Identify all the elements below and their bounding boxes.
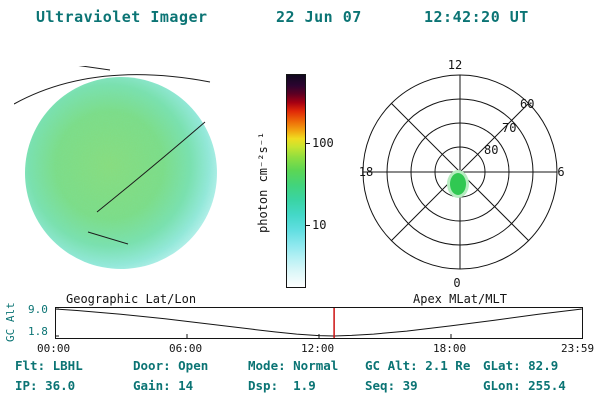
ytick-min: 1.8 (28, 325, 48, 338)
uvi-disk-image (14, 66, 217, 269)
gc-alt-strip-chart (55, 307, 583, 339)
apex-polar-plot: 12 18 6 0 60 70 80 (359, 58, 565, 290)
xtick-0000: 00:00 (37, 342, 71, 355)
status-glon: GLon: 255.4 (483, 378, 566, 393)
mlt-label-0: 0 (453, 276, 460, 290)
status-gain: Gain: 14 (133, 378, 194, 393)
status-glat: GLat: 82.9 (483, 358, 559, 373)
xtick-2359: 23:59 (561, 342, 595, 355)
xtick-1200: 12:00 (301, 342, 335, 355)
status-seq: Seq: 39 (365, 378, 418, 393)
mlat-label-80: 80 (484, 143, 498, 157)
colorbar-tick-100 (305, 143, 310, 144)
mlt-label-12: 12 (448, 58, 462, 72)
strip-frame (55, 307, 583, 339)
xtick-0600: 06:00 (169, 342, 203, 355)
gc-alt-axis-label: GC Alt (4, 302, 17, 342)
grid-line-bottom (87, 231, 129, 245)
status-door: Door: Open (133, 358, 209, 373)
colorbar-tick-label-100: 100 (312, 136, 334, 150)
colorbar-tick-label-10: 10 (312, 218, 327, 232)
colorbar-units-label: photon cm⁻²s⁻¹ (256, 131, 270, 234)
colorbar-tick-10 (305, 225, 310, 226)
status-ip: IP: 36.0 (15, 378, 76, 393)
app-title: Ultraviolet Imager (36, 8, 208, 26)
geographic-grid-lines (14, 66, 211, 245)
mlat-label-60: 60 (520, 97, 534, 111)
status-mode: Mode: Normal (248, 358, 339, 373)
date-label: 22 Jun 07 (276, 8, 362, 26)
mlat-label-70: 70 (502, 121, 516, 135)
colorbar (286, 74, 306, 288)
ytick-max: 9.0 (28, 303, 48, 316)
strip-left-title: Geographic Lat/Lon (66, 292, 197, 306)
grid-line-diagonal (96, 121, 206, 213)
time-label: 12:42:20 UT (424, 8, 529, 26)
grid-arc-top (14, 74, 211, 105)
status-dsp: Dsp: 1.9 (248, 378, 316, 393)
status-gcalt: GC Alt: 2.1 Re (365, 358, 471, 373)
disk-noise-texture (25, 77, 217, 269)
mlt-label-6: 6 (557, 165, 564, 179)
xtick-1800: 18:00 (433, 342, 467, 355)
grid-line-upper (78, 66, 111, 71)
mlt-label-18: 18 (359, 165, 373, 179)
strip-right-title: Apex MLat/MLT (413, 292, 507, 306)
gc-alt-curve (55, 308, 582, 337)
aurora-patch (450, 173, 466, 195)
status-flt: Flt: LBHL (15, 358, 83, 373)
